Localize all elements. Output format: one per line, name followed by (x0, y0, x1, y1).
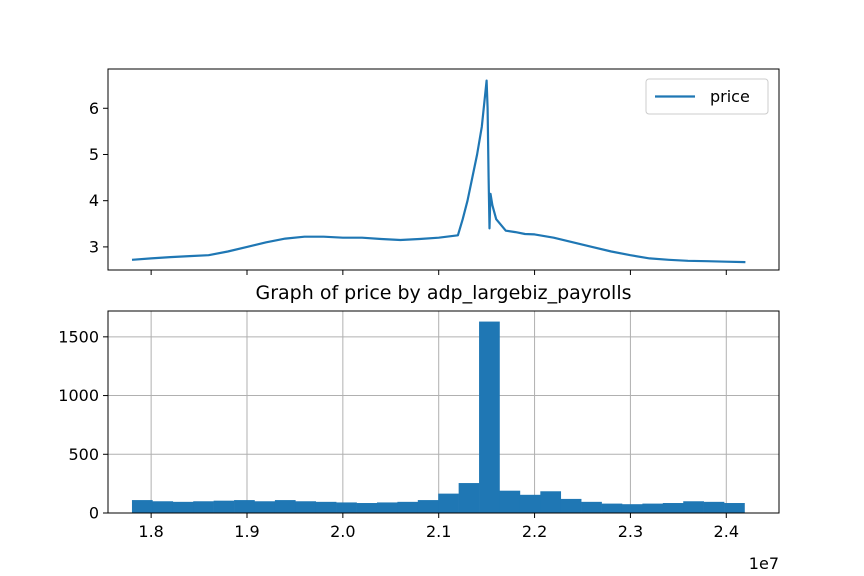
histogram-bar (601, 503, 623, 513)
hist-x-tick-label: 1.8 (138, 522, 163, 541)
hist-x-tick-label: 2.3 (618, 522, 643, 541)
histogram-bar (356, 503, 378, 513)
histogram-bar (295, 501, 317, 513)
histogram-bar (254, 501, 276, 513)
legend-box (645, 78, 769, 115)
histogram-bar (683, 501, 704, 513)
histogram-bar (131, 500, 153, 513)
histogram-bar (479, 321, 500, 513)
histogram-bar (662, 503, 684, 513)
line-y-tick-label: 5 (89, 145, 99, 164)
histogram-frame (107, 310, 780, 514)
histogram-bar (519, 494, 541, 513)
histogram-bar (724, 503, 745, 513)
histogram-bar (193, 501, 214, 513)
hist-x-tick-label: 1.9 (234, 522, 259, 541)
hist-x-tick-label: 2.1 (426, 522, 451, 541)
histogram-bar (458, 483, 480, 513)
hist-y-tick-label: 1500 (58, 327, 99, 346)
line-y-tick-label: 6 (89, 99, 99, 118)
line-y-tick-label: 3 (89, 237, 99, 256)
line-series-group (131, 79, 746, 264)
histogram-bar (499, 490, 521, 513)
hist-x-tick-label: 2.0 (330, 522, 355, 541)
histogram-bar (642, 503, 664, 513)
histogram-bar (621, 504, 643, 513)
price-line (131, 79, 746, 264)
histogram-bar (560, 498, 582, 513)
hist-y-tick-label: 1000 (58, 386, 99, 405)
histogram-bar (213, 500, 235, 513)
histogram-bar (417, 500, 439, 513)
line-chart-ticks: 3 4 5 6 (89, 99, 727, 275)
histogram-bar (703, 501, 725, 513)
histogram-panel: Graph of price by adp_largebiz_payrolls … (58, 282, 780, 573)
histogram-bar (315, 501, 337, 513)
hist-x-tick-label: 2.4 (714, 522, 739, 541)
x-axis-offset-label: 1e7 (749, 554, 779, 573)
line-chart-frame (107, 68, 780, 271)
histogram-bar (336, 502, 357, 513)
line-chart-panel: 3 4 5 6 price (89, 68, 780, 275)
histogram-bar (274, 500, 296, 513)
chart-title: Graph of price by adp_largebiz_payrolls (256, 282, 632, 304)
histogram-bar (397, 501, 419, 513)
histogram-bar (172, 501, 194, 513)
legend-label-price: price (710, 87, 750, 106)
histogram-bar (581, 501, 602, 513)
line-y-tick-label: 4 (89, 191, 99, 210)
histogram-bar (540, 491, 562, 513)
hist-y-tick-label: 0 (89, 504, 99, 523)
histogram-bar (376, 502, 398, 513)
histogram-ticks: 1.8 1.9 2.0 2.1 2.2 2.3 2.4 0 500 1000 1500 (58, 327, 739, 541)
histogram-bar (438, 493, 459, 513)
histogram-bar (234, 500, 255, 513)
histogram-bars (131, 321, 745, 513)
hist-y-tick-label: 500 (68, 445, 99, 464)
hist-x-tick-label: 2.2 (522, 522, 547, 541)
legend: price (645, 78, 769, 115)
histogram-bar (152, 501, 174, 513)
